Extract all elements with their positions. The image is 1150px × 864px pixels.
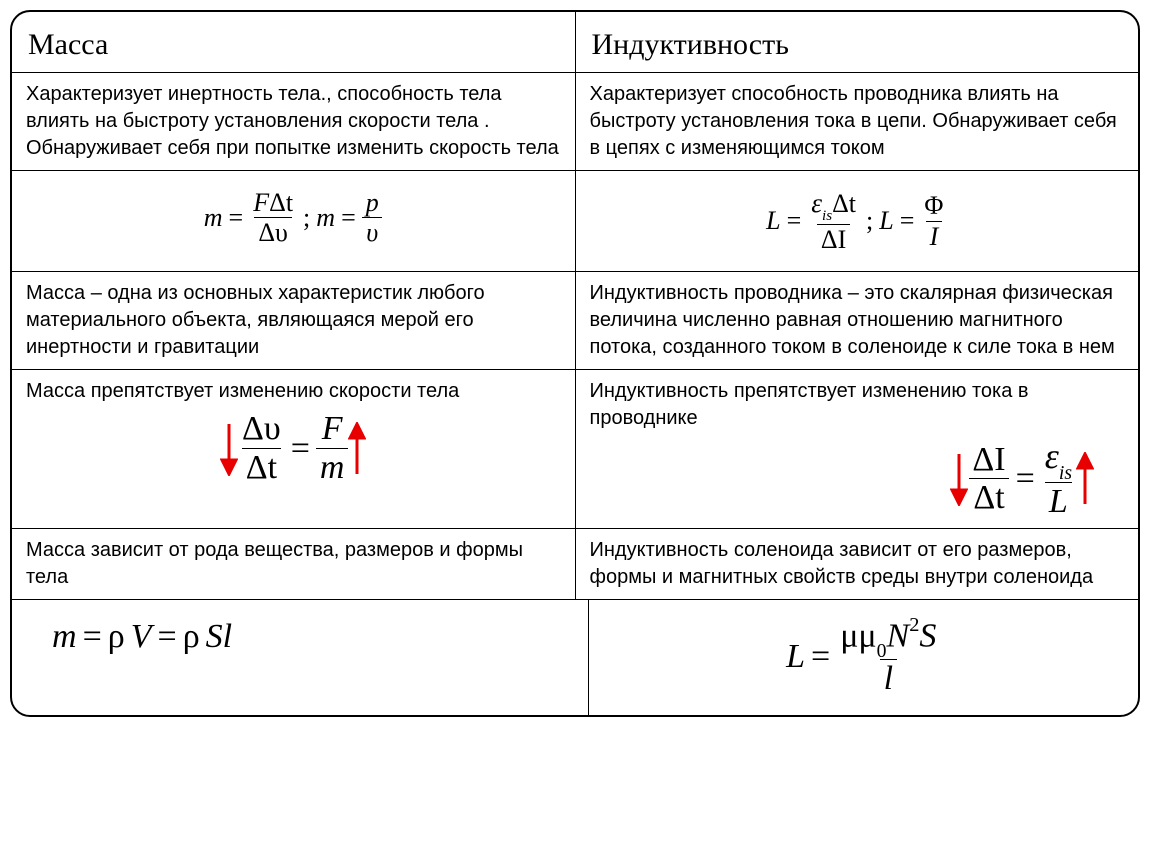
f1l-semi: ; — [303, 203, 310, 233]
desc2-left: Масса – одна из основных характеристик л… — [12, 272, 576, 369]
f5r-S: S — [919, 617, 936, 654]
f5r-L: L — [786, 638, 805, 676]
formula-row-1: m = FΔt Δυ ; m = p υ L = εisΔt — [12, 171, 1138, 272]
f1l-d2: υ — [362, 217, 382, 246]
desc-row-2: Масса – одна из основных характеристик л… — [12, 272, 1138, 370]
r3r-eps: ε — [1045, 436, 1059, 476]
r3l-den2: m — [316, 448, 349, 486]
f1r-d2: I — [926, 221, 943, 250]
f1l-n2: p — [362, 189, 383, 217]
f5r-N: N — [887, 617, 910, 654]
r3l-den: Δt — [242, 448, 281, 486]
r3l-num: Δυ — [238, 411, 285, 448]
f1r-sub: is — [822, 208, 832, 224]
f5l-m: m — [52, 618, 77, 656]
f1l-eq1: = — [229, 203, 244, 233]
f1l-d1: Δυ — [254, 217, 292, 246]
r3r-num: ΔI — [968, 442, 1009, 479]
f1l-m: m — [204, 203, 223, 233]
desc1-right: Характеризует способность проводника вли… — [576, 73, 1139, 170]
comparison-table: Масса Индуктивность Характеризует инертн… — [10, 10, 1140, 717]
header-left: Масса — [12, 12, 576, 72]
formula5-right: L = μμ0N2S l — [589, 600, 1139, 716]
header-right: Индуктивность — [576, 12, 1139, 72]
f5l-Sl: Sl — [206, 618, 232, 656]
formula-row-5: m = ρV = ρSl L = μμ0N2S l — [12, 600, 1138, 716]
desc2-right: Индуктивность проводника – это скалярная… — [576, 272, 1139, 369]
f5r-den: l — [880, 659, 897, 697]
formula1-right: L = εisΔt ΔI ; L = Φ I — [576, 171, 1139, 271]
desc-row-4: Масса зависит от рода вещества, размеров… — [12, 529, 1138, 600]
formula5-left: m = ρV = ρSl — [12, 600, 589, 716]
f5l-rho2: ρ — [183, 618, 200, 656]
f1l-eq2: = — [341, 203, 356, 233]
r3-left-text: Масса препятствует изменению скорости те… — [26, 378, 561, 405]
f1r-eq1: = — [787, 206, 802, 236]
arrow-down-icon — [950, 452, 968, 506]
f5r-mu: μμ — [840, 617, 876, 654]
r3l-eq: = — [291, 430, 310, 468]
arrow-up-icon — [1076, 452, 1094, 506]
desc4-right: Индуктивность соленоида зависит от его р… — [576, 529, 1139, 599]
r3r-den2: L — [1045, 482, 1072, 520]
f1l-n1b: Δt — [269, 188, 293, 217]
r3-right-text: Индуктивность препятствует изменению ток… — [590, 378, 1125, 432]
f5r-eq: = — [811, 638, 830, 676]
arrow-up-icon — [348, 422, 366, 476]
r3r-den: Δt — [969, 478, 1008, 516]
r3r-eq: = — [1016, 460, 1035, 498]
desc4-left: Масса зависит от рода вещества, размеров… — [12, 529, 576, 599]
arrow-cell-left: Масса препятствует изменению скорости те… — [12, 370, 576, 527]
f1r-eq2: = — [900, 206, 915, 236]
f1l-n1a: F — [253, 188, 269, 217]
f1r-L: L — [766, 206, 780, 236]
f1r-eps: ε — [811, 188, 822, 218]
arrow-down-icon — [220, 422, 238, 476]
r3l-num2: F — [318, 411, 347, 448]
f1r-dt: Δt — [832, 189, 856, 218]
f5l-rho1: ρ — [108, 618, 125, 656]
desc1-left: Характеризует инертность тела., способно… — [12, 73, 576, 170]
formula1-left: m = FΔt Δυ ; m = p υ — [12, 171, 576, 271]
f1r-semi: ; — [866, 206, 873, 236]
f5l-eq2: = — [158, 618, 177, 656]
f1r-d1: ΔI — [817, 224, 850, 253]
f1r-L2: L — [879, 206, 893, 236]
f5l-eq1: = — [83, 618, 102, 656]
f1r-n2: Φ — [920, 192, 947, 220]
f5r-2: 2 — [909, 614, 919, 636]
arrow-cell-right: Индуктивность препятствует изменению ток… — [576, 370, 1139, 527]
header-row: Масса Индуктивность — [12, 12, 1138, 73]
f5l-V: V — [131, 618, 152, 656]
r3r-sub: is — [1059, 462, 1072, 484]
f5r-0: 0 — [877, 640, 887, 662]
f1l-m2: m — [316, 203, 335, 233]
desc-row-1: Характеризует инертность тела., способно… — [12, 73, 1138, 171]
arrow-row: Масса препятствует изменению скорости те… — [12, 370, 1138, 528]
